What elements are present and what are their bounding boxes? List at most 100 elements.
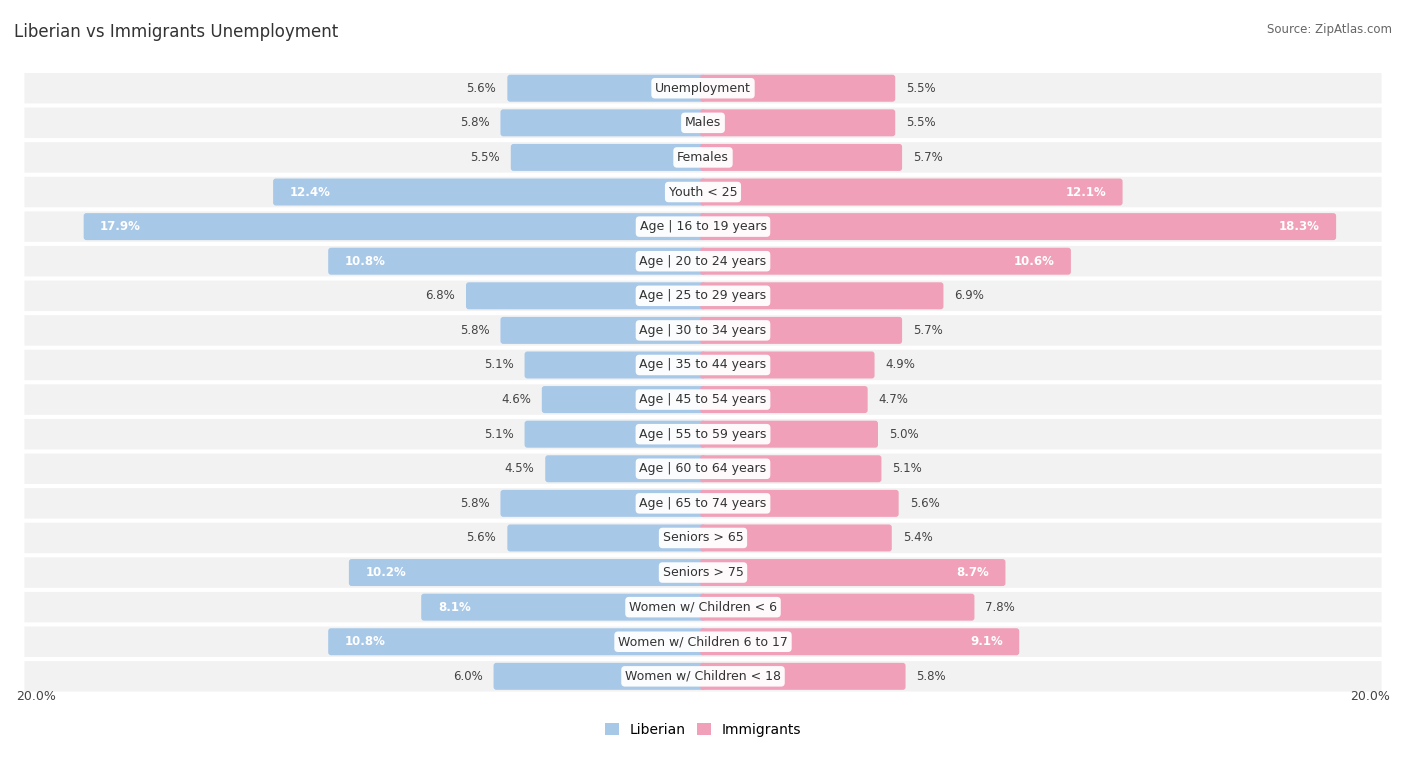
Text: 5.5%: 5.5% bbox=[907, 117, 936, 129]
FancyBboxPatch shape bbox=[24, 73, 1382, 104]
FancyBboxPatch shape bbox=[501, 109, 706, 136]
FancyBboxPatch shape bbox=[24, 661, 1382, 692]
FancyBboxPatch shape bbox=[24, 419, 1382, 450]
FancyBboxPatch shape bbox=[24, 488, 1382, 519]
FancyBboxPatch shape bbox=[24, 142, 1382, 173]
Legend: Liberian, Immigrants: Liberian, Immigrants bbox=[599, 717, 807, 742]
FancyBboxPatch shape bbox=[700, 490, 898, 517]
Text: Youth < 25: Youth < 25 bbox=[669, 185, 737, 198]
Text: Age | 20 to 24 years: Age | 20 to 24 years bbox=[640, 254, 766, 268]
FancyBboxPatch shape bbox=[700, 421, 877, 447]
Text: Seniors > 75: Seniors > 75 bbox=[662, 566, 744, 579]
FancyBboxPatch shape bbox=[541, 386, 706, 413]
FancyBboxPatch shape bbox=[24, 177, 1382, 207]
Text: Age | 65 to 74 years: Age | 65 to 74 years bbox=[640, 497, 766, 510]
FancyBboxPatch shape bbox=[700, 525, 891, 551]
Text: Liberian vs Immigrants Unemployment: Liberian vs Immigrants Unemployment bbox=[14, 23, 339, 41]
FancyBboxPatch shape bbox=[700, 248, 1071, 275]
Text: 9.1%: 9.1% bbox=[970, 635, 1002, 648]
Text: 5.0%: 5.0% bbox=[889, 428, 918, 441]
Text: 5.5%: 5.5% bbox=[470, 151, 499, 164]
Text: 20.0%: 20.0% bbox=[15, 690, 56, 703]
Text: 5.7%: 5.7% bbox=[912, 324, 943, 337]
FancyBboxPatch shape bbox=[24, 557, 1382, 587]
Text: 4.5%: 4.5% bbox=[505, 463, 534, 475]
FancyBboxPatch shape bbox=[508, 525, 706, 551]
Text: 20.0%: 20.0% bbox=[1350, 690, 1391, 703]
Text: 5.8%: 5.8% bbox=[460, 497, 489, 510]
Text: Age | 25 to 29 years: Age | 25 to 29 years bbox=[640, 289, 766, 302]
FancyBboxPatch shape bbox=[700, 317, 903, 344]
Text: 5.8%: 5.8% bbox=[917, 670, 946, 683]
Text: 5.6%: 5.6% bbox=[467, 531, 496, 544]
Text: 17.9%: 17.9% bbox=[100, 220, 141, 233]
Text: Age | 30 to 34 years: Age | 30 to 34 years bbox=[640, 324, 766, 337]
Text: Age | 16 to 19 years: Age | 16 to 19 years bbox=[640, 220, 766, 233]
Text: 5.1%: 5.1% bbox=[484, 428, 513, 441]
FancyBboxPatch shape bbox=[422, 593, 706, 621]
Text: 8.7%: 8.7% bbox=[956, 566, 988, 579]
Text: 10.8%: 10.8% bbox=[344, 635, 385, 648]
FancyBboxPatch shape bbox=[501, 490, 706, 517]
FancyBboxPatch shape bbox=[24, 350, 1382, 380]
FancyBboxPatch shape bbox=[273, 179, 706, 205]
Text: 6.8%: 6.8% bbox=[425, 289, 456, 302]
Text: 6.0%: 6.0% bbox=[453, 670, 482, 683]
FancyBboxPatch shape bbox=[501, 317, 706, 344]
Text: 5.5%: 5.5% bbox=[907, 82, 936, 95]
FancyBboxPatch shape bbox=[700, 455, 882, 482]
FancyBboxPatch shape bbox=[700, 628, 1019, 656]
FancyBboxPatch shape bbox=[24, 281, 1382, 311]
Text: Age | 60 to 64 years: Age | 60 to 64 years bbox=[640, 463, 766, 475]
Text: 5.6%: 5.6% bbox=[910, 497, 939, 510]
FancyBboxPatch shape bbox=[700, 559, 1005, 586]
FancyBboxPatch shape bbox=[700, 593, 974, 621]
FancyBboxPatch shape bbox=[510, 144, 706, 171]
FancyBboxPatch shape bbox=[328, 628, 706, 656]
FancyBboxPatch shape bbox=[508, 75, 706, 101]
Text: Women w/ Children < 6: Women w/ Children < 6 bbox=[628, 600, 778, 614]
FancyBboxPatch shape bbox=[349, 559, 706, 586]
Text: 4.6%: 4.6% bbox=[501, 393, 531, 406]
Text: 5.8%: 5.8% bbox=[460, 324, 489, 337]
Text: Seniors > 65: Seniors > 65 bbox=[662, 531, 744, 544]
FancyBboxPatch shape bbox=[494, 663, 706, 690]
Text: 5.1%: 5.1% bbox=[893, 463, 922, 475]
FancyBboxPatch shape bbox=[24, 385, 1382, 415]
FancyBboxPatch shape bbox=[328, 248, 706, 275]
Text: 10.6%: 10.6% bbox=[1014, 254, 1054, 268]
Text: Age | 55 to 59 years: Age | 55 to 59 years bbox=[640, 428, 766, 441]
FancyBboxPatch shape bbox=[24, 627, 1382, 657]
Text: 4.9%: 4.9% bbox=[886, 359, 915, 372]
Text: 12.4%: 12.4% bbox=[290, 185, 330, 198]
FancyBboxPatch shape bbox=[700, 213, 1336, 240]
Text: 10.8%: 10.8% bbox=[344, 254, 385, 268]
FancyBboxPatch shape bbox=[24, 523, 1382, 553]
Text: 6.9%: 6.9% bbox=[955, 289, 984, 302]
FancyBboxPatch shape bbox=[524, 351, 706, 378]
FancyBboxPatch shape bbox=[700, 179, 1122, 205]
FancyBboxPatch shape bbox=[700, 282, 943, 310]
Text: 5.8%: 5.8% bbox=[460, 117, 489, 129]
Text: Women w/ Children 6 to 17: Women w/ Children 6 to 17 bbox=[619, 635, 787, 648]
FancyBboxPatch shape bbox=[700, 109, 896, 136]
Text: Age | 35 to 44 years: Age | 35 to 44 years bbox=[640, 359, 766, 372]
FancyBboxPatch shape bbox=[700, 663, 905, 690]
Text: 4.7%: 4.7% bbox=[879, 393, 908, 406]
Text: 8.1%: 8.1% bbox=[437, 600, 471, 614]
FancyBboxPatch shape bbox=[524, 421, 706, 447]
FancyBboxPatch shape bbox=[700, 351, 875, 378]
FancyBboxPatch shape bbox=[24, 107, 1382, 138]
FancyBboxPatch shape bbox=[700, 75, 896, 101]
Text: 5.6%: 5.6% bbox=[467, 82, 496, 95]
FancyBboxPatch shape bbox=[24, 211, 1382, 241]
FancyBboxPatch shape bbox=[24, 592, 1382, 622]
Text: Age | 45 to 54 years: Age | 45 to 54 years bbox=[640, 393, 766, 406]
FancyBboxPatch shape bbox=[700, 386, 868, 413]
Text: 10.2%: 10.2% bbox=[366, 566, 406, 579]
FancyBboxPatch shape bbox=[700, 144, 903, 171]
FancyBboxPatch shape bbox=[546, 455, 706, 482]
FancyBboxPatch shape bbox=[24, 246, 1382, 276]
FancyBboxPatch shape bbox=[24, 453, 1382, 484]
Text: Women w/ Children < 18: Women w/ Children < 18 bbox=[626, 670, 780, 683]
